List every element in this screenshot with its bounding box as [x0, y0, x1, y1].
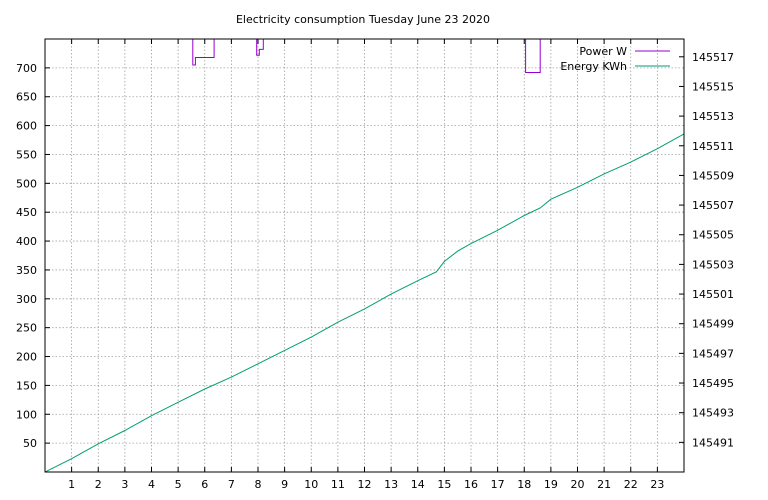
- grid: [45, 39, 684, 472]
- y-left-tick-label: 650: [16, 91, 37, 104]
- x-tick-label: 6: [201, 478, 208, 491]
- y-left-tick-label: 100: [16, 408, 37, 421]
- y-right-tick-label: 145515: [692, 80, 734, 93]
- x-tick-label: 12: [358, 478, 372, 491]
- y-right-tick-label: 145499: [692, 318, 734, 331]
- y-left-tick-label: 700: [16, 62, 37, 75]
- x-tick-label: 18: [517, 478, 531, 491]
- series-layer: [45, 39, 684, 472]
- y-right-tick-label: 145505: [692, 229, 734, 242]
- x-tick-label: 2: [95, 478, 102, 491]
- x-tick-label: 14: [411, 478, 425, 491]
- y-right-tick-label: 145503: [692, 258, 734, 271]
- y-right-tick-label: 145507: [692, 199, 734, 212]
- y-left-tick-label: 600: [16, 120, 37, 133]
- y-left-tick-label: 350: [16, 264, 37, 277]
- x-tick-label: 4: [148, 478, 155, 491]
- x-tick-label: 13: [384, 478, 398, 491]
- x-tick-label: 22: [624, 478, 638, 491]
- x-tick-label: 23: [650, 478, 664, 491]
- y-axis-left: 50 100 150 200 250 300 350 400 450 500 550 600 650 70…: [16, 62, 50, 450]
- y-right-tick-label: 145501: [692, 288, 734, 301]
- y-right-tick-label: 145491: [692, 436, 734, 449]
- y-left-tick-label: 450: [16, 206, 37, 219]
- x-tick-label: 19: [544, 478, 558, 491]
- y-right-tick-label: 145497: [692, 347, 734, 360]
- series-line-energy-kwh: [45, 133, 684, 472]
- y-left-tick-label: 50: [23, 437, 37, 450]
- x-tick-label: 8: [255, 478, 262, 491]
- y-right-tick-label: 145513: [692, 110, 734, 123]
- x-tick-label: 15: [437, 478, 451, 491]
- chart-title: Electricity consumption Tuesday June 23 …: [236, 13, 490, 26]
- x-tick-label: 20: [571, 478, 585, 491]
- y-left-tick-label: 250: [16, 322, 37, 335]
- y-left-tick-label: 200: [16, 351, 37, 364]
- x-tick-label: 3: [121, 478, 128, 491]
- y-left-tick-label: 500: [16, 177, 37, 190]
- x-tick-label: 1: [68, 478, 75, 491]
- y-right-tick-label: 145509: [692, 169, 734, 182]
- y-left-tick-label: 400: [16, 235, 37, 248]
- legend: Power W Energy KWh: [560, 45, 670, 73]
- x-tick-label: 21: [597, 478, 611, 491]
- x-tick-label: 5: [175, 478, 182, 491]
- series-line-power-w: [192, 39, 541, 73]
- y-left-tick-label: 550: [16, 148, 37, 161]
- y-axis-right: 145491 145493 145495 145497 145499 145501 1455…: [679, 51, 734, 449]
- y-right-tick-label: 145493: [692, 407, 734, 420]
- x-tick-label: 10: [304, 478, 318, 491]
- y-left-tick-label: 150: [16, 379, 37, 392]
- x-tick-label: 7: [228, 478, 235, 491]
- legend-label: Energy KWh: [560, 60, 627, 73]
- y-right-tick-label: 145495: [692, 377, 734, 390]
- x-tick-label: 17: [491, 478, 505, 491]
- x-tick-label: 11: [331, 478, 345, 491]
- y-right-tick-label: 145517: [692, 51, 734, 64]
- legend-label: Power W: [579, 45, 627, 58]
- y-right-tick-label: 145511: [692, 140, 734, 153]
- x-axis: 1 2 3 4 5 6 7 8 9 10 11 12 13 14 15 16 17 18 19 20 21 22 23: [68, 39, 664, 491]
- x-tick-label: 9: [281, 478, 288, 491]
- x-tick-label: 16: [464, 478, 478, 491]
- y-left-tick-label: 300: [16, 293, 37, 306]
